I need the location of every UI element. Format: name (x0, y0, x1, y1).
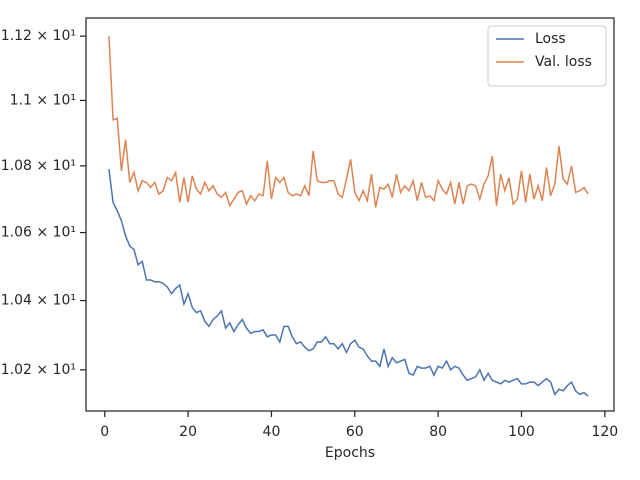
y-tick-label: 1.02 × 10¹ (1, 362, 76, 378)
x-tick-label: 80 (429, 424, 447, 440)
x-axis-label: Epochs (325, 445, 375, 461)
y-tick-label: 1.04 × 10¹ (1, 293, 76, 309)
data-line (108, 169, 589, 397)
data-line (108, 36, 589, 208)
y-tick-label: 1.06 × 10¹ (1, 225, 76, 241)
legend-label: Loss (535, 31, 566, 47)
plot-frame (85, 17, 615, 412)
x-tick-label: 120 (591, 424, 618, 440)
legend-label: Val. loss (535, 54, 592, 70)
x-tick-label: 40 (263, 424, 281, 440)
x-tick-label: 100 (508, 424, 535, 440)
x-tick-label: 0 (100, 424, 109, 440)
legend-box (487, 25, 607, 87)
y-tick-label: 1.1 × 10¹ (10, 92, 76, 108)
y-tick-label: 1.08 × 10¹ (1, 158, 76, 174)
y-tick-label: 1.12 × 10¹ (1, 28, 76, 44)
x-tick-label: 60 (346, 424, 364, 440)
x-tick-label: 20 (179, 424, 197, 440)
